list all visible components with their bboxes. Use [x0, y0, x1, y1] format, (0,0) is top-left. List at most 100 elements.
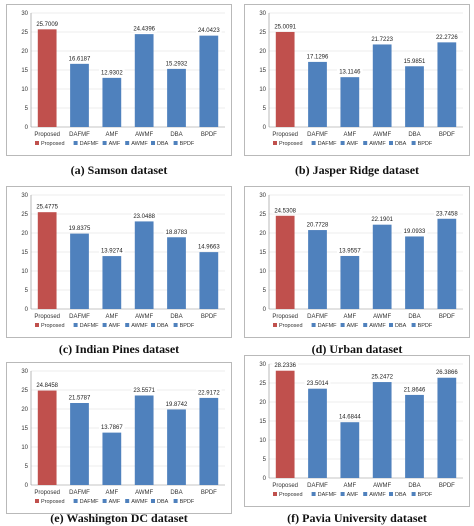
bar-awmf: [372, 224, 392, 309]
y-tick-label-0: 0: [263, 307, 267, 313]
legend-swatch-proposed: [273, 492, 277, 496]
bar-dafmf: [70, 403, 89, 485]
data-label-box-bpdf: [195, 243, 222, 251]
data-label-box-awmf: [369, 215, 396, 223]
data-label-box-dba: [163, 400, 190, 408]
y-tick-label-0: 0: [25, 483, 29, 489]
x-tick-label-dba: DBA: [408, 132, 420, 138]
x-tick-label-proposed: Proposed: [272, 314, 298, 320]
x-tick-label-dba: DBA: [170, 132, 182, 138]
legend-label-amf: AMF: [109, 323, 121, 329]
legend-swatch-amf: [102, 499, 107, 503]
y-tick-label-30: 30: [21, 11, 28, 17]
bar-bpdf: [437, 377, 457, 478]
legend-swatch-dba: [151, 499, 155, 503]
bar-amf: [102, 256, 122, 309]
bar-dafmf: [308, 230, 327, 309]
bar-amf: [102, 77, 122, 127]
data-label-box-dba: [401, 227, 428, 235]
legend-swatch-dafmf: [73, 499, 78, 503]
y-tick-label-10: 10: [21, 445, 28, 451]
pavia-university-bar-chart: 0 5 10 15 20 25 30 28.2336 Proposed 23.5014 DAFMF 1…: [259, 361, 463, 498]
data-label-box-dafmf: [66, 54, 93, 62]
data-label-dafmf: 16.6187: [69, 56, 91, 62]
y-tick-label-15: 15: [259, 250, 266, 256]
y-tick-label-15: 15: [21, 250, 28, 256]
data-label-box-proposed: [34, 381, 61, 389]
legend-swatch-bpdf: [173, 323, 178, 327]
legend-swatch-awmf: [125, 499, 130, 503]
legend-label-dba: DBA: [395, 492, 407, 498]
y-tick-label-25: 25: [259, 30, 266, 36]
data-label-proposed: 28.2336: [274, 363, 296, 369]
legend-swatch-dafmf: [73, 141, 78, 145]
data-label-dba: 15.9851: [404, 59, 426, 65]
x-tick-label-bpdf: BPDF: [201, 314, 217, 320]
data-label-awmf: 22.1901: [371, 217, 393, 223]
legend-swatch-bpdf: [173, 499, 178, 503]
legend-label-awmf: AWMF: [369, 492, 386, 498]
jasper-ridge-bar-chart: 0 5 10 15 20 25 30 25.0091 Proposed 17.1296 DAFMF 1…: [259, 11, 463, 147]
legend-label-dafmf: DAFMF: [318, 141, 338, 147]
y-tick-label-20: 20: [21, 49, 28, 55]
legend-swatch-amf: [340, 141, 345, 145]
bar-amf: [340, 255, 360, 309]
bar-awmf: [372, 382, 392, 478]
bar-bpdf: [437, 218, 457, 309]
y-tick-label-5: 5: [25, 106, 29, 112]
y-tick-label-0: 0: [25, 125, 29, 131]
data-label-bpdf: 14.9663: [198, 245, 220, 251]
y-tick-label-25: 25: [21, 388, 28, 394]
legend-label-amf: AMF: [347, 141, 359, 147]
chart-panel-urban: 0 5 10 15 20 25 30 24.5308 Proposed 20.7728 DAFMF 1…: [244, 186, 470, 338]
legend-swatch-dafmf: [311, 141, 316, 145]
bar-dafmf: [308, 61, 327, 128]
y-tick-label-25: 25: [259, 212, 266, 218]
legend-swatch-proposed: [35, 323, 39, 327]
bar-amf: [340, 77, 360, 127]
x-tick-label-amf: AMF: [343, 314, 356, 320]
legend-swatch-amf: [340, 492, 345, 496]
data-label-bpdf: 23.7458: [436, 211, 458, 217]
indian-pines-bar-chart: 0 5 10 15 20 25 30 25.4775 Proposed 19.8375 DAFMF 1…: [21, 193, 225, 329]
chart-panel-indian-pines: 0 5 10 15 20 25 30 25.4775 Proposed 19.8375 DAFMF 1…: [6, 186, 232, 338]
bar-dafmf: [308, 388, 327, 478]
data-label-box-dba: [163, 228, 190, 236]
legend-swatch-amf: [340, 323, 345, 327]
caption-urban: (d) Urban dataset: [311, 342, 403, 356]
data-label-box-amf: [98, 68, 125, 76]
legend-swatch-awmf: [125, 141, 130, 145]
legend-label-bpdf: BPDF: [418, 492, 433, 498]
y-tick-label-20: 20: [259, 49, 266, 55]
y-tick-label-30: 30: [259, 11, 266, 17]
x-tick-label-amf: AMF: [105, 132, 118, 138]
washington-dc-bar-chart: 0 5 10 15 20 25 30 24.8458 Proposed 21.5787 DAFMF 1…: [21, 369, 225, 505]
data-label-box-amf: [336, 68, 363, 76]
caption-jasper-ridge: (b) Jasper Ridge dataset: [294, 163, 420, 177]
y-tick-label-0: 0: [263, 476, 267, 482]
data-label-proposed: 24.5308: [274, 208, 296, 214]
legend-label-awmf: AWMF: [369, 141, 386, 147]
bar-awmf: [372, 44, 392, 127]
legend-swatch-dafmf: [73, 323, 78, 327]
data-label-awmf: 23.5571: [133, 388, 155, 394]
bar-amf: [340, 422, 360, 478]
bar-dafmf: [70, 233, 89, 309]
x-tick-label-dafmf: DAFMF: [307, 483, 328, 489]
legend-label-dba: DBA: [395, 141, 407, 147]
legend-label-bpdf: BPDF: [418, 141, 433, 147]
x-tick-label-proposed: Proposed: [272, 132, 298, 138]
legend-label-dafmf: DAFMF: [318, 323, 338, 329]
data-label-amf: 14.6844: [339, 415, 361, 421]
x-tick-label-proposed: Proposed: [34, 314, 60, 320]
x-tick-label-bpdf: BPDF: [201, 490, 217, 496]
data-label-dba: 19.8742: [166, 402, 188, 408]
data-label-proposed: 25.4775: [36, 205, 58, 211]
legend-swatch-bpdf: [411, 141, 416, 145]
legend-swatch-proposed: [35, 499, 39, 503]
y-tick-label-25: 25: [21, 212, 28, 218]
y-tick-label-20: 20: [259, 231, 266, 237]
x-tick-label-amf: AMF: [105, 490, 118, 496]
data-label-bpdf: 26.3866: [436, 370, 458, 376]
legend-swatch-amf: [102, 141, 107, 145]
